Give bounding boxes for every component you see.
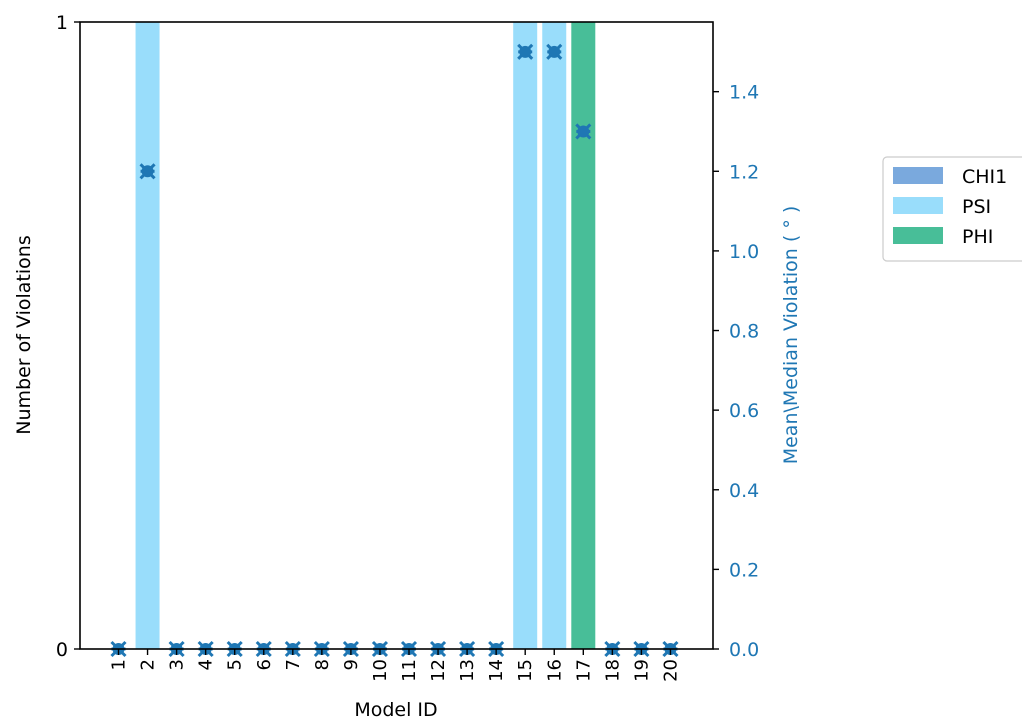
- left-tick-1: 1: [56, 12, 80, 34]
- x-tick-label: 6: [254, 659, 275, 670]
- x-tick-9: 9: [341, 649, 362, 670]
- right-tick-label: 1.2: [729, 161, 759, 183]
- x-tick-label: 16: [544, 659, 565, 682]
- legend-swatch: [893, 167, 943, 184]
- x-tick-label: 20: [660, 659, 681, 682]
- legend-label: CHI1: [962, 166, 1007, 188]
- x-tick-label: 19: [631, 659, 652, 682]
- right-tick-1.4: 1.4: [713, 82, 759, 104]
- x-tick-2: 2: [138, 649, 159, 670]
- x-tick-label: 17: [573, 659, 594, 682]
- x-tick-label: 11: [399, 659, 420, 682]
- x-tick-label: 13: [457, 659, 478, 682]
- x-tick-label: 2: [138, 659, 159, 670]
- right-tick-0.6: 0.6: [713, 400, 759, 422]
- legend-swatch: [893, 227, 943, 244]
- legend-item-phi: PHI: [893, 226, 993, 248]
- y-axis-label-right: Mean\Median Violation ( ° ): [780, 206, 802, 465]
- x-tick-label: 5: [225, 659, 246, 670]
- x-tick-16: 16: [544, 649, 565, 682]
- x-tick-label: 15: [515, 659, 536, 682]
- legend-label: PSI: [962, 196, 991, 218]
- x-tick-12: 12: [428, 649, 449, 682]
- x-tick-label: 3: [167, 659, 188, 670]
- right-tick-label: 0.4: [729, 480, 759, 502]
- right-tick-0.4: 0.4: [713, 480, 759, 502]
- plot-frame: [79, 21, 714, 650]
- x-tick-label: 4: [196, 659, 217, 670]
- bar-psi-15: [513, 22, 538, 649]
- right-tick-label: 0.8: [729, 321, 759, 343]
- x-tick-label: 14: [486, 659, 507, 682]
- left-tick-label: 0: [56, 639, 68, 661]
- legend-label: PHI: [962, 226, 993, 248]
- y-axis-label-left: Number of Violations: [13, 235, 35, 434]
- x-tick-19: 19: [631, 649, 652, 682]
- legend-item-psi: PSI: [893, 196, 991, 218]
- left-tick-0: 0: [56, 639, 80, 661]
- right-tick-1.2: 1.2: [713, 161, 759, 183]
- right-tick-label: 0.2: [729, 559, 759, 581]
- right-tick-label: 0.6: [729, 400, 759, 422]
- right-tick-label: 1.0: [729, 241, 759, 263]
- x-tick-4: 4: [196, 649, 217, 670]
- bars-layer: [135, 22, 596, 649]
- x-axis-label: Model ID: [354, 699, 437, 717]
- x-tick-label: 9: [341, 659, 362, 670]
- legend: CHI1 PSI PHI: [882, 156, 1022, 262]
- x-tick-label: 12: [428, 659, 449, 682]
- x-tick-5: 5: [225, 649, 246, 670]
- x-tick-10: 10: [370, 649, 391, 682]
- violation-marker-17: [575, 123, 592, 140]
- right-tick-0.8: 0.8: [713, 321, 759, 343]
- left-tick-label: 1: [56, 12, 68, 34]
- bar-psi-2: [135, 22, 160, 649]
- legend-item-chi1: CHI1: [893, 166, 1007, 188]
- x-tick-17: 17: [573, 649, 594, 682]
- x-tick-11: 11: [399, 649, 420, 682]
- x-tick-6: 6: [254, 649, 275, 670]
- right-tick-0.2: 0.2: [713, 559, 759, 581]
- x-tick-7: 7: [283, 649, 304, 670]
- right-axis-ticks: 0.0 0.2 0.4 0.6 0.8 1.0 1.2 1.4: [713, 82, 759, 661]
- legend-swatch: [893, 197, 943, 214]
- right-tick-0.0: 0.0: [713, 639, 759, 661]
- bar-psi-16: [542, 22, 567, 649]
- x-tick-20: 20: [660, 649, 681, 682]
- x-tick-18: 18: [602, 649, 623, 682]
- right-tick-label: 0.0: [729, 639, 759, 661]
- violation-marker-16: [546, 43, 563, 60]
- right-tick-1.0: 1.0: [713, 241, 759, 263]
- violation-marker-2: [139, 163, 156, 180]
- x-tick-label: 18: [602, 659, 623, 682]
- bar-phi-17: [571, 22, 596, 649]
- x-tick-label: 1: [109, 659, 130, 670]
- x-tick-label: 8: [312, 659, 333, 670]
- x-tick-3: 3: [167, 649, 188, 670]
- x-tick-13: 13: [457, 649, 478, 682]
- x-tick-label: 7: [283, 659, 304, 670]
- x-tick-14: 14: [486, 649, 507, 682]
- x-axis-ticks: 1 2 3 4 5 6 7 8 9 10 11 12 13 14 15 16 17 18 19 20: [109, 649, 681, 682]
- x-tick-8: 8: [312, 649, 333, 670]
- left-axis-ticks: 01: [56, 12, 80, 661]
- right-tick-label: 1.4: [729, 82, 759, 104]
- violation-marker-15: [517, 43, 534, 60]
- x-tick-label: 10: [370, 659, 391, 682]
- x-tick-1: 1: [109, 649, 130, 670]
- x-tick-15: 15: [515, 649, 536, 682]
